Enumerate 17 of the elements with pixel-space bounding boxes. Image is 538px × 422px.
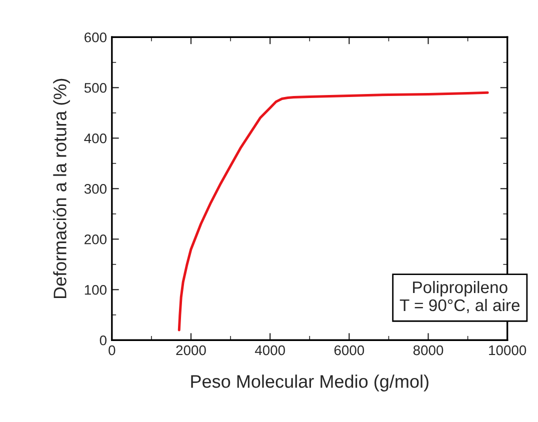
y-tick-label: 300	[84, 184, 106, 194]
annotation: T = 90°C, al aire	[400, 298, 520, 314]
y-tick-label: 600	[84, 32, 106, 42]
x-tick-label: 6000	[334, 345, 364, 356]
y-tick-label: 400	[84, 133, 106, 144]
x-axis-title: Peso Molecular Medio (g/mol)	[191, 374, 428, 392]
y-tick-label: 100	[84, 284, 106, 295]
x-tick-label: 0	[108, 345, 116, 356]
y-tick-label: 0	[100, 335, 106, 346]
annotation: Polipropileno	[413, 280, 508, 297]
y-tick-label: 500	[84, 82, 106, 93]
x-tick-label: 10000	[489, 345, 526, 356]
x-tick-label: 8000	[413, 345, 444, 356]
x-tick-label: 2000	[176, 345, 206, 356]
y-tick-label: 200	[84, 234, 106, 244]
x-tick-label: 4000	[254, 345, 285, 356]
y-axis-title: Deformación a la rotura (%)	[52, 78, 70, 298]
